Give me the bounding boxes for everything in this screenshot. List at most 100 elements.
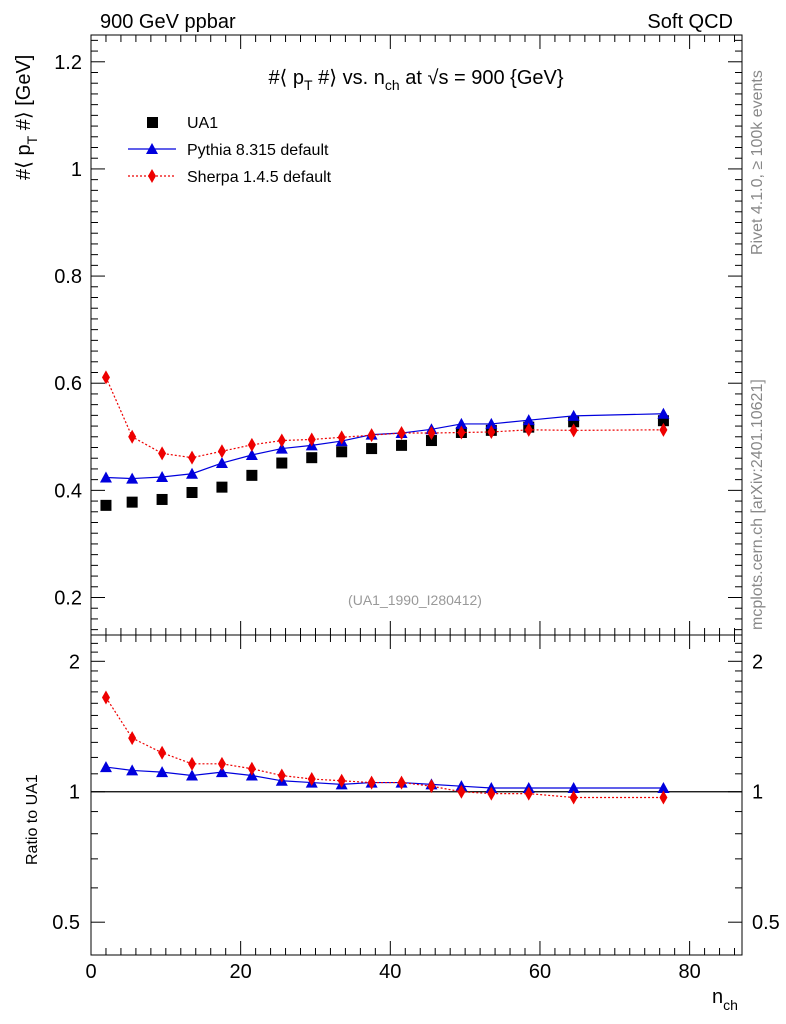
data-point-sherpa bbox=[569, 423, 578, 438]
ratio-y-tick-label: 0.5 bbox=[52, 912, 80, 934]
ratio-y-tick-label-right: 0.5 bbox=[752, 912, 780, 934]
data-point-sherpa bbox=[128, 429, 137, 444]
data-point-pythia bbox=[99, 471, 112, 483]
data-point-ua1 bbox=[100, 499, 112, 511]
ratio-point-sherpa bbox=[247, 761, 256, 776]
legend-label-ua1: UA1 bbox=[187, 115, 218, 132]
x-tick-label: 40 bbox=[379, 961, 401, 983]
data-point-sherpa bbox=[487, 424, 496, 439]
ratio-point-pythia bbox=[126, 764, 139, 776]
data-point-ua1 bbox=[216, 481, 228, 493]
title-sub1: T bbox=[304, 77, 313, 93]
x-tick-label: 0 bbox=[85, 961, 96, 983]
ratio-point-pythia bbox=[186, 769, 199, 781]
main-y-tick-label: 1.2 bbox=[54, 52, 82, 74]
data-point-sherpa bbox=[659, 422, 668, 437]
ratio-point-sherpa bbox=[659, 790, 668, 805]
ratio-plot-data bbox=[99, 690, 670, 805]
side-label-top: Rivet 4.1.0, ≥ 100k events bbox=[749, 70, 766, 255]
data-point-sherpa bbox=[277, 433, 286, 448]
x-tick-label: 80 bbox=[678, 961, 700, 983]
ratio-y-tick-label-right: 1 bbox=[752, 782, 763, 804]
ratio-point-sherpa bbox=[569, 790, 578, 805]
ratio-point-sherpa bbox=[427, 779, 436, 794]
data-point-ua1 bbox=[396, 439, 408, 451]
title-sub2: ch bbox=[385, 77, 400, 93]
ratio-point-sherpa bbox=[128, 731, 137, 746]
data-point-pythia bbox=[275, 442, 288, 454]
ratio-point-pythia bbox=[215, 766, 228, 778]
main-y-tick-label: 1 bbox=[71, 159, 82, 181]
ratio-point-sherpa bbox=[397, 775, 406, 790]
main-y-tick-label: 0.4 bbox=[54, 480, 82, 502]
data-point-sherpa bbox=[101, 370, 110, 385]
header-left: 900 GeV ppbar bbox=[100, 11, 236, 33]
legend-marker-pythia bbox=[146, 143, 158, 154]
data-point-ua1 bbox=[657, 415, 669, 427]
legend: UA1 Pythia 8.315 default Sherpa 1.4.5 de… bbox=[128, 115, 332, 186]
legend-marker-sherpa bbox=[148, 169, 156, 183]
ratio-plot-frame bbox=[90, 634, 743, 956]
side-label-bottom: mcplots.cern.ch [arXiv:2401.10621] bbox=[749, 379, 766, 630]
xlabel-sub: ch bbox=[723, 997, 738, 1013]
data-point-pythia bbox=[485, 417, 498, 429]
data-point-sherpa bbox=[247, 437, 256, 452]
x-tick-label: 60 bbox=[529, 961, 551, 983]
data-point-pythia bbox=[567, 409, 580, 421]
ylabel-sub: T bbox=[24, 135, 40, 144]
data-point-pythia bbox=[522, 414, 535, 426]
data-point-sherpa bbox=[427, 426, 436, 441]
ratio-point-sherpa bbox=[307, 772, 316, 787]
data-point-sherpa bbox=[307, 432, 316, 447]
series-line-sherpa bbox=[105, 377, 664, 459]
data-point-ua1 bbox=[186, 487, 198, 498]
ratio-point-sherpa bbox=[158, 745, 167, 760]
data-point-ua1 bbox=[126, 496, 138, 508]
data-point-sherpa bbox=[367, 428, 376, 443]
main-y-tick-label: 0.8 bbox=[54, 266, 82, 288]
ratio-point-sherpa bbox=[217, 756, 226, 771]
y-axis-label: #⟨ pT #⟩ [GeV] bbox=[13, 55, 40, 180]
data-point-pythia bbox=[156, 470, 169, 482]
data-point-sherpa bbox=[397, 426, 406, 441]
data-point-ua1 bbox=[156, 493, 168, 505]
ratio-point-sherpa bbox=[457, 784, 466, 799]
data-point-pythia bbox=[657, 407, 670, 419]
ylabel-suffix: #⟩ [GeV] bbox=[13, 55, 35, 136]
ratio-point-sherpa bbox=[101, 690, 110, 705]
xlabel-prefix: n bbox=[712, 986, 723, 1008]
data-point-sherpa bbox=[217, 444, 226, 459]
main-plot-data bbox=[99, 370, 670, 511]
legend-marker-ua1 bbox=[147, 117, 158, 128]
data-point-ua1 bbox=[306, 452, 318, 464]
data-point-pythia bbox=[455, 417, 468, 429]
data-point-pythia bbox=[186, 467, 199, 479]
data-point-ua1 bbox=[276, 457, 288, 469]
legend-label-sherpa: Sherpa 1.4.5 default bbox=[187, 169, 332, 186]
data-point-sherpa bbox=[188, 450, 197, 465]
ratio-y-axis-label: Ratio to UA1 bbox=[24, 774, 41, 865]
ratio-point-pythia bbox=[567, 782, 580, 794]
data-point-ua1 bbox=[246, 469, 258, 481]
data-point-sherpa bbox=[524, 422, 533, 437]
data-point-pythia bbox=[215, 457, 228, 469]
data-point-ua1 bbox=[336, 446, 348, 458]
data-point-ua1 bbox=[568, 416, 580, 428]
data-point-pythia bbox=[245, 449, 258, 460]
ylabel-prefix: #⟨ p bbox=[13, 144, 35, 180]
main-y-tick-label: 0.2 bbox=[54, 588, 82, 610]
data-point-sherpa bbox=[457, 425, 466, 440]
data-point-sherpa bbox=[337, 430, 346, 445]
data-point-ua1 bbox=[366, 443, 378, 455]
ratio-point-pythia bbox=[657, 782, 670, 794]
legend-label-pythia: Pythia 8.315 default bbox=[187, 142, 329, 159]
title-mid: #⟩ vs. n bbox=[313, 67, 385, 89]
ratio-axis-ticks: 0 20 40 60 80 0.5 0.5 1 1 2 2 bbox=[52, 635, 780, 983]
ratio-point-sherpa bbox=[188, 756, 197, 771]
ratio-point-pythia bbox=[99, 761, 112, 773]
ratio-point-sherpa bbox=[367, 775, 376, 790]
analysis-watermark: (UA1_1990_I280412) bbox=[348, 592, 482, 608]
data-point-pythia bbox=[126, 472, 139, 484]
ratio-y-tick-label: 1 bbox=[69, 782, 80, 804]
